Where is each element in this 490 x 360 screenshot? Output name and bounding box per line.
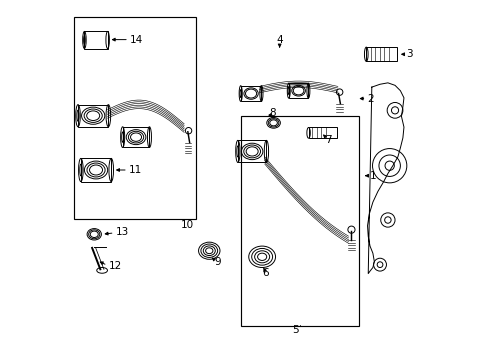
Text: 5: 5 (292, 325, 298, 335)
Text: 4: 4 (276, 35, 283, 45)
Bar (74, 18, 196, 219)
Text: 10: 10 (181, 220, 194, 230)
Bar (289, 83, 308, 98)
Text: 2: 2 (367, 94, 374, 104)
Bar (367, 47, 396, 62)
Text: 11: 11 (129, 165, 142, 175)
Text: 13: 13 (116, 227, 129, 237)
Text: 3: 3 (407, 49, 413, 59)
Text: 9: 9 (215, 257, 221, 267)
Bar (238, 140, 267, 162)
Text: 8: 8 (270, 108, 276, 118)
Bar (242, 116, 359, 327)
Bar (122, 127, 149, 148)
Text: 12: 12 (109, 261, 122, 271)
Bar (84, 31, 108, 49)
Bar (241, 86, 262, 102)
Bar (81, 158, 111, 181)
Bar (309, 127, 337, 138)
Bar (78, 105, 108, 127)
Text: 7: 7 (325, 135, 332, 145)
Text: 14: 14 (130, 35, 143, 45)
Text: 1: 1 (369, 171, 376, 181)
Text: 6: 6 (263, 268, 269, 278)
